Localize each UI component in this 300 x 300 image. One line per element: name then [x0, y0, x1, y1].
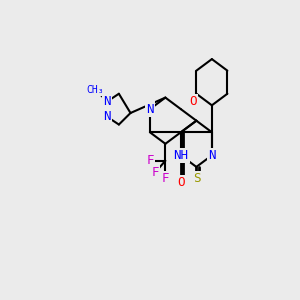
Text: F: F	[152, 166, 159, 179]
Text: N: N	[146, 103, 154, 116]
Text: O: O	[177, 176, 184, 189]
Text: NH: NH	[173, 149, 188, 162]
Text: N: N	[103, 110, 111, 123]
Text: CH₃: CH₃	[87, 85, 104, 95]
Text: O: O	[189, 95, 196, 108]
Text: N: N	[103, 95, 111, 108]
Text: N: N	[208, 149, 216, 162]
Text: F: F	[162, 172, 169, 185]
Text: F: F	[146, 154, 154, 167]
Text: S: S	[193, 172, 200, 185]
